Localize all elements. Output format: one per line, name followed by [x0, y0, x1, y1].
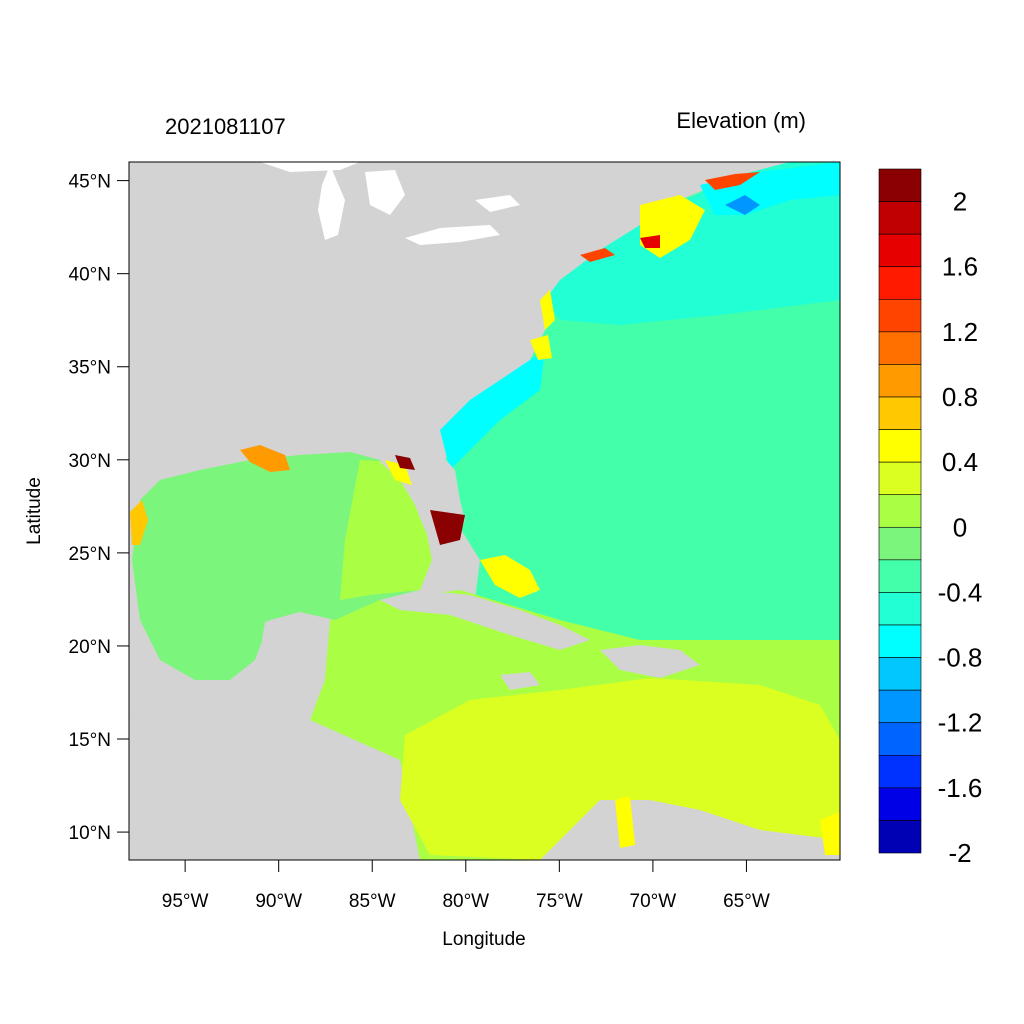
- south-atlantic-bight: [440, 350, 545, 470]
- louisiana-surge: [240, 445, 290, 472]
- lon-tick-label: 90°W: [255, 891, 302, 912]
- colorbar-swatch: [878, 429, 922, 463]
- colorbar-swatch: [878, 298, 922, 333]
- pamlico-surge: [530, 335, 552, 360]
- lat-tick-label: 25°N: [69, 544, 111, 565]
- bahamas-surge: [480, 555, 540, 598]
- everglades-high: [430, 510, 465, 545]
- lon-tick-label: 80°W: [442, 891, 489, 912]
- colorbar-swatch: [878, 722, 922, 756]
- lat-tick-label: 10°N: [69, 823, 111, 844]
- map-panel: [129, 162, 840, 860]
- lon-tick-label: 95°W: [162, 891, 209, 912]
- lon-tick-label: 85°W: [349, 891, 396, 912]
- lat-tick-label: 15°N: [69, 730, 111, 751]
- lat-tick-label: 40°N: [69, 265, 111, 286]
- bay-of-fundy-high: [705, 172, 760, 190]
- colorbar-label: -2: [948, 838, 971, 868]
- south-america: [540, 800, 840, 860]
- colorbar-swatch: [878, 624, 922, 658]
- timestamp-title: 2021081107: [165, 114, 286, 139]
- colorbar-swatch: [878, 820, 922, 854]
- hispaniola: [600, 645, 700, 678]
- colorbar-swatch: [878, 592, 922, 626]
- colorbar-label: 2: [953, 187, 967, 217]
- colorbar-swatch: [878, 201, 922, 235]
- colorbar-label: -1.6: [938, 773, 983, 803]
- colorbar: 2 1.6 1.2 0.8 0.4 0 -0.4 -0.8 -1.2 -1.6 -2: [878, 168, 983, 868]
- colorbar-swatch: [878, 754, 922, 789]
- cuba: [380, 590, 590, 650]
- lon-tick-label: 65°W: [723, 891, 770, 912]
- variable-title: Elevation (m): [676, 108, 806, 133]
- jamaica: [500, 672, 540, 690]
- colorbar-label: 1.6: [942, 252, 978, 282]
- long-island-surge: [580, 248, 615, 262]
- colorbar-swatch: [878, 266, 922, 300]
- colorbar-label: -1.2: [938, 708, 983, 738]
- lat-tick-label: 30°N: [69, 451, 111, 472]
- colorbar-swatch: [878, 494, 922, 528]
- colorbar-swatch: [878, 559, 922, 593]
- map-frame: [128, 161, 841, 861]
- colorbar-swatch: [878, 657, 922, 691]
- colorbar-swatch: [878, 396, 922, 430]
- narragansett-surge: [640, 235, 660, 248]
- yucatan-peninsula: [262, 612, 330, 720]
- colorbar-swatch: [878, 689, 922, 724]
- lon-tick-label: 75°W: [536, 891, 583, 912]
- orinoco-surge: [820, 812, 840, 855]
- lake-huron: [365, 170, 405, 215]
- longitude-ticks: 95°W 90°W 85°W 80°W 75°W 70°W 65°W: [162, 860, 770, 912]
- southern-caribbean: [400, 678, 840, 860]
- colorbar-swatch: [878, 787, 922, 821]
- y-axis-label: Latitude: [24, 477, 45, 545]
- colorbar-swatch: [878, 168, 922, 202]
- lake-ontario: [475, 195, 520, 212]
- colorbar-label: 0: [953, 512, 967, 542]
- colorbar-label: -0.4: [938, 577, 983, 607]
- texas-coast-surge: [130, 500, 148, 545]
- colorbar-swatch: [878, 526, 922, 561]
- colorbar-label: 0.8: [942, 382, 978, 412]
- central-america: [129, 718, 390, 860]
- colorbar-label: 0.4: [942, 447, 978, 477]
- lon-tick-label: 70°W: [630, 891, 677, 912]
- colorbar-swatch: [878, 233, 922, 268]
- colorbar-label: 1.2: [942, 317, 978, 347]
- colorbar-swatch: [878, 364, 922, 398]
- lake-erie: [405, 225, 500, 245]
- x-axis-label: Longitude: [442, 929, 525, 950]
- lake-michigan: [318, 165, 345, 240]
- colorbar-label: -0.8: [938, 643, 983, 673]
- latitude-ticks: 45°N 40°N 35°N 30°N 25°N 20°N 15°N 10°N: [69, 172, 129, 844]
- bay-of-fundy-low: [725, 195, 760, 215]
- lat-tick-label: 20°N: [69, 637, 111, 658]
- apalachicola-high: [395, 455, 415, 470]
- colorbar-swatch: [878, 331, 922, 365]
- chesapeake-surge: [540, 290, 555, 330]
- lat-tick-label: 35°N: [69, 358, 111, 379]
- maracaibo-surge: [615, 796, 635, 848]
- lat-tick-label: 45°N: [69, 172, 111, 193]
- lake-superior: [260, 162, 360, 172]
- colorbar-swatch: [878, 461, 922, 496]
